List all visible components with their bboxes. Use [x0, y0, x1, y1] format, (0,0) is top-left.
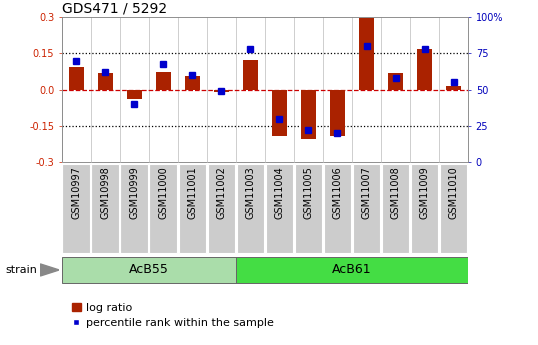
Polygon shape	[40, 264, 59, 276]
Text: GSM11009: GSM11009	[420, 166, 429, 219]
FancyBboxPatch shape	[236, 257, 468, 283]
FancyBboxPatch shape	[91, 164, 119, 254]
FancyBboxPatch shape	[410, 164, 438, 254]
Text: strain: strain	[5, 265, 37, 275]
Text: GSM11002: GSM11002	[216, 166, 226, 219]
FancyBboxPatch shape	[208, 164, 235, 254]
FancyBboxPatch shape	[323, 164, 351, 254]
Text: GSM10998: GSM10998	[101, 166, 110, 219]
Text: GDS471 / 5292: GDS471 / 5292	[62, 1, 167, 16]
Bar	[98, 73, 112, 90]
Bar	[388, 73, 403, 90]
FancyBboxPatch shape	[121, 164, 148, 254]
Text: GSM10997: GSM10997	[72, 166, 81, 219]
FancyBboxPatch shape	[295, 164, 322, 254]
FancyBboxPatch shape	[62, 257, 236, 283]
FancyBboxPatch shape	[179, 164, 207, 254]
FancyBboxPatch shape	[62, 164, 90, 254]
Bar	[447, 86, 461, 90]
FancyBboxPatch shape	[440, 164, 468, 254]
Bar	[127, 90, 141, 99]
Bar	[214, 90, 229, 92]
Text: GSM11005: GSM11005	[303, 166, 314, 219]
FancyBboxPatch shape	[266, 164, 293, 254]
Bar	[185, 77, 200, 90]
Text: GSM11010: GSM11010	[449, 166, 458, 219]
Bar	[69, 67, 83, 90]
Text: AcB55: AcB55	[129, 264, 169, 276]
Bar	[330, 90, 345, 136]
Text: GSM11004: GSM11004	[274, 166, 285, 219]
Text: GSM10999: GSM10999	[130, 166, 139, 219]
FancyBboxPatch shape	[237, 164, 264, 254]
Text: GSM11001: GSM11001	[187, 166, 197, 219]
Bar	[301, 90, 316, 139]
Bar	[359, 18, 374, 90]
FancyBboxPatch shape	[352, 164, 380, 254]
Text: GSM11006: GSM11006	[332, 166, 343, 219]
Text: GSM11000: GSM11000	[158, 166, 168, 219]
Text: AcB61: AcB61	[332, 264, 372, 276]
Bar	[156, 71, 171, 90]
Legend: log ratio, percentile rank within the sample: log ratio, percentile rank within the sa…	[67, 299, 279, 332]
FancyBboxPatch shape	[150, 164, 178, 254]
Text: GSM11008: GSM11008	[391, 166, 400, 219]
Text: GSM11007: GSM11007	[362, 166, 372, 219]
Bar	[243, 59, 258, 90]
Bar	[272, 90, 287, 136]
FancyBboxPatch shape	[381, 164, 409, 254]
Text: GSM11003: GSM11003	[245, 166, 256, 219]
Bar	[417, 49, 432, 90]
